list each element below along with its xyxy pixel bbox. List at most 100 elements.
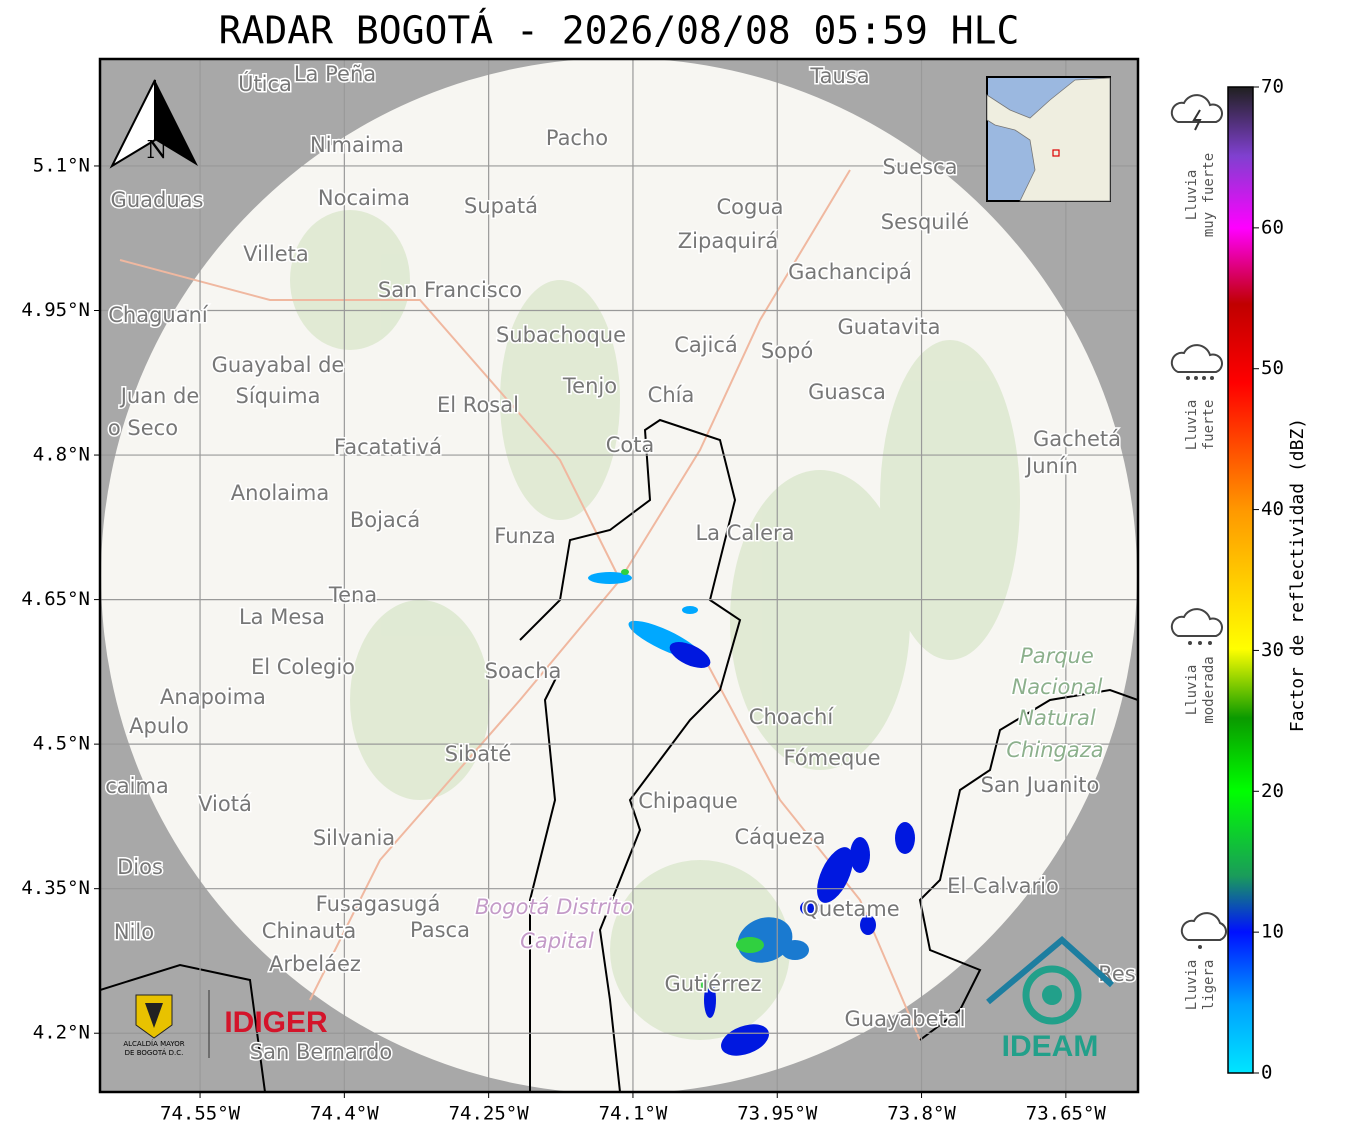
alcaldia-line: ALCALDÍA MAYOR: [123, 1039, 184, 1048]
y-tick-label: 4.35°N: [21, 877, 90, 899]
legend-label: Lluvia: [1184, 960, 1200, 1011]
place-label: Bojacá: [350, 508, 420, 532]
place-label: Sesquilé: [881, 210, 969, 234]
place-label: Cogua: [716, 195, 783, 219]
title: RADAR BOGOTÁ - 2026/08/08 05:59 HLC: [219, 9, 1020, 53]
place-label: La Peña: [294, 62, 376, 86]
legend-label: moderada: [1201, 656, 1217, 723]
place-label: Guaduas: [111, 188, 204, 212]
place-label: Dios: [117, 855, 163, 879]
place-label: Cota: [606, 433, 655, 457]
place-label: Tenjo: [562, 374, 617, 398]
place-label: Cajicá: [674, 333, 738, 357]
logo-ideam: IDEAM: [986, 936, 1115, 1063]
place-label: Tena: [328, 583, 377, 607]
place-label: Útica: [238, 71, 292, 96]
place-label: Nocaima: [318, 186, 410, 210]
place-label: Viotá: [198, 792, 252, 816]
colorbar-tick-label: 70: [1261, 76, 1284, 98]
place-label: El Calvario: [947, 874, 1059, 898]
place-label: El Colegio: [251, 655, 355, 679]
place-label: Guatavita: [838, 315, 941, 339]
colorbar-ticks: 0 10 20 30 40 50 60 70: [1253, 76, 1284, 1084]
place-label: Junín: [1024, 454, 1078, 478]
place-label: Gachetá: [1033, 427, 1121, 451]
place-label: Nacional: [1012, 675, 1103, 699]
logo-ideam-text: IDEAM: [1002, 1030, 1099, 1063]
axes: 74.55°W 74.4°W 74.25°W 74.1°W 73.95°W 73.8°W 7…: [21, 154, 1106, 1124]
place-label: Facatativá: [334, 435, 442, 459]
y-tick-label: 5.1°N: [33, 154, 90, 176]
legend-label: ligera: [1201, 960, 1217, 1011]
colorbar-tick-label: 60: [1261, 216, 1284, 238]
place-label: Gutiérrez: [665, 972, 762, 996]
vegetation: [290, 210, 1020, 1040]
colorbar-tick-label: 50: [1261, 357, 1284, 379]
place-label: Guasca: [808, 380, 886, 404]
y-tick-label: 4.8°N: [33, 444, 90, 466]
place-label: Zipaquirá: [678, 229, 778, 253]
inset-map: [986, 76, 1111, 202]
place-label: Funza: [494, 524, 555, 548]
place-label: Nilo: [114, 920, 154, 944]
x-tick-label: 73.65°W: [1026, 1103, 1107, 1125]
places: Útica La Peña Tausa Pacho Nimaima Suesca Guadu…: [104, 61, 1138, 1066]
x-tick-label: 73.8°W: [887, 1103, 956, 1125]
place-label: Arbeláez: [269, 952, 361, 976]
y-tick-label: 4.2°N: [33, 1022, 90, 1044]
x-tick-label: 74.1°W: [599, 1103, 668, 1125]
colorbar: [1227, 86, 1254, 1074]
logo-idiger: IDIGER: [224, 1006, 328, 1039]
y-tick-label: 4.5°N: [33, 733, 90, 755]
x-tick-label: 73.95°W: [737, 1103, 818, 1125]
place-label: caima: [105, 774, 169, 798]
place-label: Guayabal de: [212, 353, 345, 377]
place-label: San Francisco: [378, 278, 522, 302]
x-tick-label: 74.4°W: [310, 1103, 379, 1125]
place-label: La Calera: [695, 521, 794, 545]
place-label: Quetame: [802, 897, 899, 921]
place-label: El Rosal: [437, 393, 519, 417]
place-label: Fusagasugá: [316, 892, 441, 916]
place-label: Chaguaní: [108, 303, 209, 327]
place-label: o Seco: [108, 416, 178, 440]
map-frame: [98, 57, 1140, 1094]
place-label: Guayabetal: [845, 1007, 966, 1031]
place-label: Chipaque: [638, 789, 738, 813]
place-label: Supatá: [464, 194, 538, 218]
place-label: Choachí: [749, 705, 835, 729]
y-tick-label: 4.95°N: [21, 299, 90, 321]
colorbar-tick-label: 40: [1261, 498, 1284, 520]
x-tick-label: 74.55°W: [160, 1103, 241, 1125]
alcaldia-line: DE BOGOTÁ D.C.: [125, 1048, 184, 1057]
place-label: Capital: [520, 929, 594, 953]
compass-label: N: [147, 136, 168, 164]
place-label: Chingaza: [1006, 738, 1103, 762]
colorbar-tick-label: 10: [1261, 921, 1284, 943]
place-label: Chía: [648, 383, 695, 407]
place-label: San Juanito: [981, 773, 1100, 797]
place-label: Soacha: [485, 659, 562, 683]
place-label: Villeta: [243, 242, 308, 266]
place-label: Natural: [1018, 706, 1096, 730]
legend-label: Lluvia: [1184, 170, 1200, 221]
colorbar-tick-label: 20: [1261, 780, 1284, 802]
place-label: Síquima: [236, 384, 321, 408]
grid: [100, 59, 1138, 1092]
place-label: Parque: [1020, 644, 1094, 668]
place-label: Sopó: [761, 339, 813, 363]
place-label: La Mesa: [239, 605, 325, 629]
x-tick-label: 74.25°W: [449, 1103, 530, 1125]
place-label: Sibaté: [445, 742, 512, 766]
map: Útica La Peña Tausa Pacho Nimaima Suesca Guadu…: [100, 59, 1138, 1092]
place-label: Tausa: [809, 64, 869, 88]
place-label: Subachoque: [496, 323, 626, 347]
legend-label: Lluvia: [1184, 665, 1200, 716]
place-label: Juan de: [119, 384, 200, 408]
place-label: Apulo: [129, 714, 189, 738]
place-label: Anolaima: [231, 481, 329, 505]
legend-label: Lluvia: [1184, 400, 1200, 451]
compass: N: [109, 79, 198, 169]
